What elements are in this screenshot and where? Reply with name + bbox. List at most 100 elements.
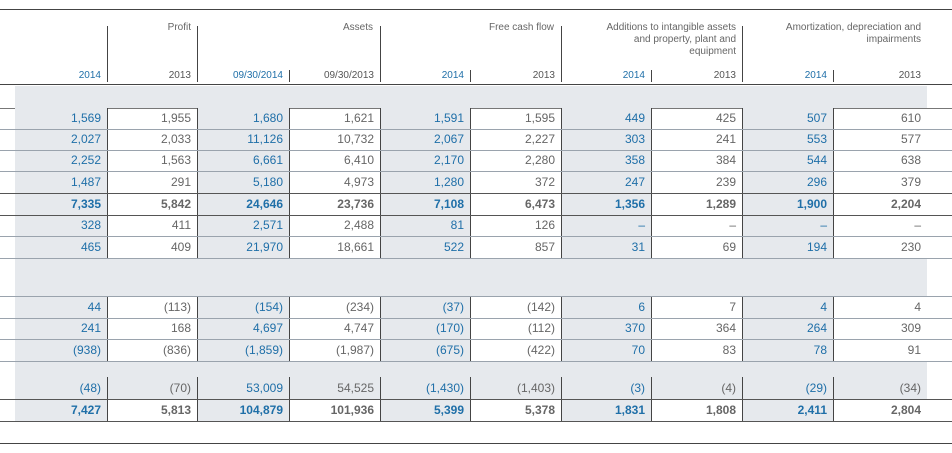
table-cell: – <box>914 218 921 232</box>
table-cell: 7 <box>729 300 736 314</box>
row-rule <box>0 296 952 297</box>
column-separator <box>651 108 652 258</box>
column-separator <box>197 108 198 258</box>
table-cell: (422) <box>526 343 555 357</box>
table-cell: 507 <box>806 111 827 125</box>
table-cell: (4) <box>721 381 736 395</box>
column-separator <box>561 108 562 258</box>
row-rule <box>0 318 952 319</box>
table-cell: 638 <box>900 153 921 167</box>
table-cell: 577 <box>900 132 921 146</box>
column-separator <box>107 296 108 361</box>
row-rule <box>0 339 952 340</box>
column-separator <box>561 296 562 361</box>
table-cell: 21,970 <box>246 240 283 254</box>
column-separator <box>833 108 834 258</box>
table-cell: 83 <box>722 343 736 357</box>
table-cell: (113) <box>163 300 191 314</box>
table-cell: 1,831 <box>614 403 645 417</box>
current-year-shade <box>15 399 107 421</box>
group-header-profit: Profit <box>167 22 191 33</box>
table-cell: 553 <box>806 132 827 146</box>
table-cell: 2,252 <box>70 153 101 167</box>
table-cell: (112) <box>527 321 555 335</box>
table-cell: 2,280 <box>524 153 555 167</box>
table-cell: 18,661 <box>337 240 374 254</box>
table-cell: 11,126 <box>247 132 283 146</box>
row-rule <box>0 108 952 109</box>
table-cell: 309 <box>900 321 921 335</box>
column-separator <box>107 108 108 258</box>
table-cell: 6 <box>638 300 645 314</box>
current-year-shade <box>197 296 289 361</box>
column-separator <box>289 296 290 361</box>
table-cell: 1,487 <box>70 175 101 189</box>
header-separator <box>742 26 743 82</box>
table-cell: 81 <box>450 218 464 232</box>
header-separator <box>561 26 562 82</box>
table-cell: 465 <box>80 240 101 254</box>
row-rule <box>0 171 952 172</box>
table-cell: 6,410 <box>343 153 374 167</box>
year-header: 2014 <box>78 70 101 81</box>
table-cell: 1,289 <box>705 197 736 211</box>
column-separator <box>380 108 381 258</box>
table-cell: 2,067 <box>433 132 464 146</box>
column-separator <box>742 296 743 361</box>
table-cell: 1,569 <box>70 111 101 125</box>
table-cell: – <box>820 218 827 232</box>
row-rule <box>0 150 952 151</box>
table-cell: 2,170 <box>433 153 464 167</box>
table-cell: 2,488 <box>343 218 374 232</box>
table-cell: 425 <box>715 111 736 125</box>
table-cell: (3) <box>630 381 645 395</box>
table-cell: 1,591 <box>433 111 464 125</box>
table-cell: 2,571 <box>252 218 283 232</box>
table-cell: 2,227 <box>524 132 555 146</box>
table-cell: 522 <box>443 240 464 254</box>
table-cell: – <box>638 218 645 232</box>
table-cell: (938) <box>72 343 101 357</box>
table-cell: 328 <box>80 218 101 232</box>
current-year-shade <box>380 296 470 361</box>
table-cell: 7,335 <box>70 197 101 211</box>
table-cell: 4,697 <box>252 321 283 335</box>
table-cell: 31 <box>631 240 645 254</box>
table-cell: 2,804 <box>890 403 921 417</box>
year-header: 2013 <box>898 70 921 81</box>
table-cell: 5,180 <box>252 175 283 189</box>
column-separator <box>470 296 471 361</box>
table-cell: 1,356 <box>614 197 645 211</box>
column-separator <box>197 296 198 361</box>
row-rule <box>0 193 952 194</box>
column-separator <box>289 108 290 258</box>
table-cell: 409 <box>170 240 191 254</box>
table-cell: 4 <box>820 300 827 314</box>
table-cell: 2,033 <box>160 132 191 146</box>
current-year-shade <box>742 108 833 258</box>
header-separator <box>833 70 834 82</box>
header-separator <box>470 70 471 82</box>
table-cell: 6,661 <box>252 153 283 167</box>
row-rule <box>0 129 952 130</box>
table-cell: 5,813 <box>160 403 191 417</box>
current-year-shade <box>380 108 470 258</box>
table-cell: 247 <box>624 175 645 189</box>
table-cell: 104,879 <box>239 403 283 417</box>
row-rule <box>0 361 952 362</box>
table-cell: (234) <box>345 300 374 314</box>
current-year-shade <box>561 296 651 361</box>
table-cell: 7,427 <box>70 403 101 417</box>
table-cell: 1,680 <box>252 111 283 125</box>
table-cell: 126 <box>534 218 555 232</box>
header-separator <box>651 70 652 82</box>
table-cell: (34) <box>899 381 921 395</box>
current-year-shade <box>15 108 107 258</box>
table-cell: 1,900 <box>796 197 827 211</box>
table-cell: (142) <box>526 300 555 314</box>
table-cell: 296 <box>806 175 827 189</box>
table-cell: 101,936 <box>330 403 374 417</box>
current-year-shade <box>197 399 289 421</box>
table-cell: 449 <box>624 111 645 125</box>
column-separator <box>742 108 743 258</box>
